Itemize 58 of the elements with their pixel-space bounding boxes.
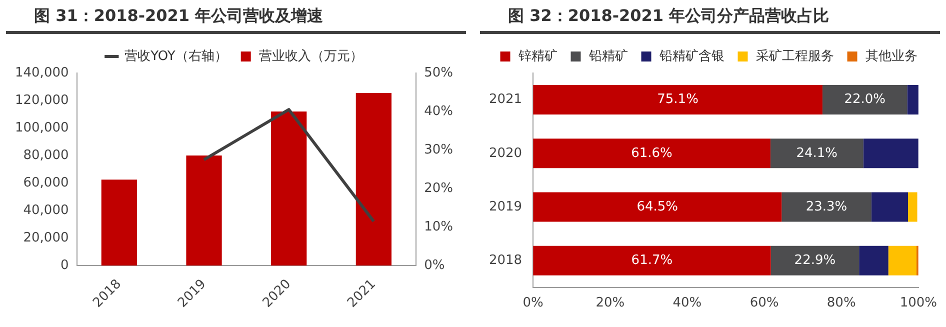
bar xyxy=(822,85,908,115)
y-tick-label: 80,000 xyxy=(23,148,69,163)
x-tick-label: 60% xyxy=(750,296,779,311)
bar xyxy=(888,246,916,276)
y-tick-label: 20,000 xyxy=(23,230,69,246)
x-tick-label: 40% xyxy=(672,296,702,311)
bar xyxy=(782,192,872,222)
x-tick-label: 100% xyxy=(900,296,938,311)
legend-label: 营收YOY（右轴） xyxy=(124,48,228,64)
data-label: 64.5% xyxy=(636,199,678,214)
y2-tick-label: 50% xyxy=(424,65,454,80)
legend-label: 铅精矿含银 xyxy=(658,48,724,64)
x-tick-label: 20% xyxy=(596,296,625,311)
y2-tick-label: 20% xyxy=(424,180,454,196)
y-tick-label: 2020 xyxy=(488,146,522,161)
data-label: 22.0% xyxy=(844,92,886,108)
y-tick-label: 140,000 xyxy=(14,65,69,80)
bar xyxy=(770,246,860,276)
y2-tick-label: 40% xyxy=(424,104,454,119)
y-tick-label: 100,000 xyxy=(14,120,69,136)
bar xyxy=(863,138,918,168)
x-tick-label: 0% xyxy=(522,296,544,311)
x-tick-label: 80% xyxy=(826,296,856,311)
data-label: 22.9% xyxy=(794,252,836,268)
y-tick-label: 2018 xyxy=(488,252,522,268)
y-tick-label: 2019 xyxy=(488,199,522,214)
bar xyxy=(101,180,137,266)
data-label: 23.3% xyxy=(806,199,848,214)
y-tick-label: 0 xyxy=(60,258,69,273)
bar xyxy=(871,192,908,222)
data-label: 24.1% xyxy=(796,146,838,161)
legend-label: 营业收入（万元） xyxy=(258,48,363,64)
legend-label: 锌精矿 xyxy=(517,48,558,64)
bar xyxy=(859,246,888,276)
y-tick-label: 60,000 xyxy=(23,175,69,190)
y-tick-label: 40,000 xyxy=(23,202,69,218)
data-label: 61.7% xyxy=(631,252,673,268)
legend-label: 采矿工程服务 xyxy=(756,48,834,64)
bar xyxy=(271,112,307,266)
bar xyxy=(533,85,822,115)
y2-tick-label: 30% xyxy=(424,142,454,158)
bar xyxy=(186,156,222,266)
data-label: 75.1% xyxy=(657,92,698,108)
y-tick-label: 2021 xyxy=(488,92,522,108)
data-label: 61.6% xyxy=(631,146,672,161)
bar xyxy=(533,246,771,276)
bar xyxy=(770,138,864,168)
bar xyxy=(533,138,770,168)
bar xyxy=(533,192,782,222)
y2-tick-label: 10% xyxy=(424,219,454,234)
chart-title: 图 31：2018-2021 年公司营收及增速 xyxy=(6,0,466,34)
y-tick-label: 120,000 xyxy=(14,92,69,108)
bar xyxy=(356,92,392,266)
legend-label: 铅精矿 xyxy=(588,48,628,64)
y2-tick-label: 0% xyxy=(424,258,445,273)
chart-title: 图 32：2018-2021 年公司分产品营收占比 xyxy=(480,0,940,34)
bar xyxy=(908,192,918,222)
legend-label: 其他业务 xyxy=(865,48,918,64)
